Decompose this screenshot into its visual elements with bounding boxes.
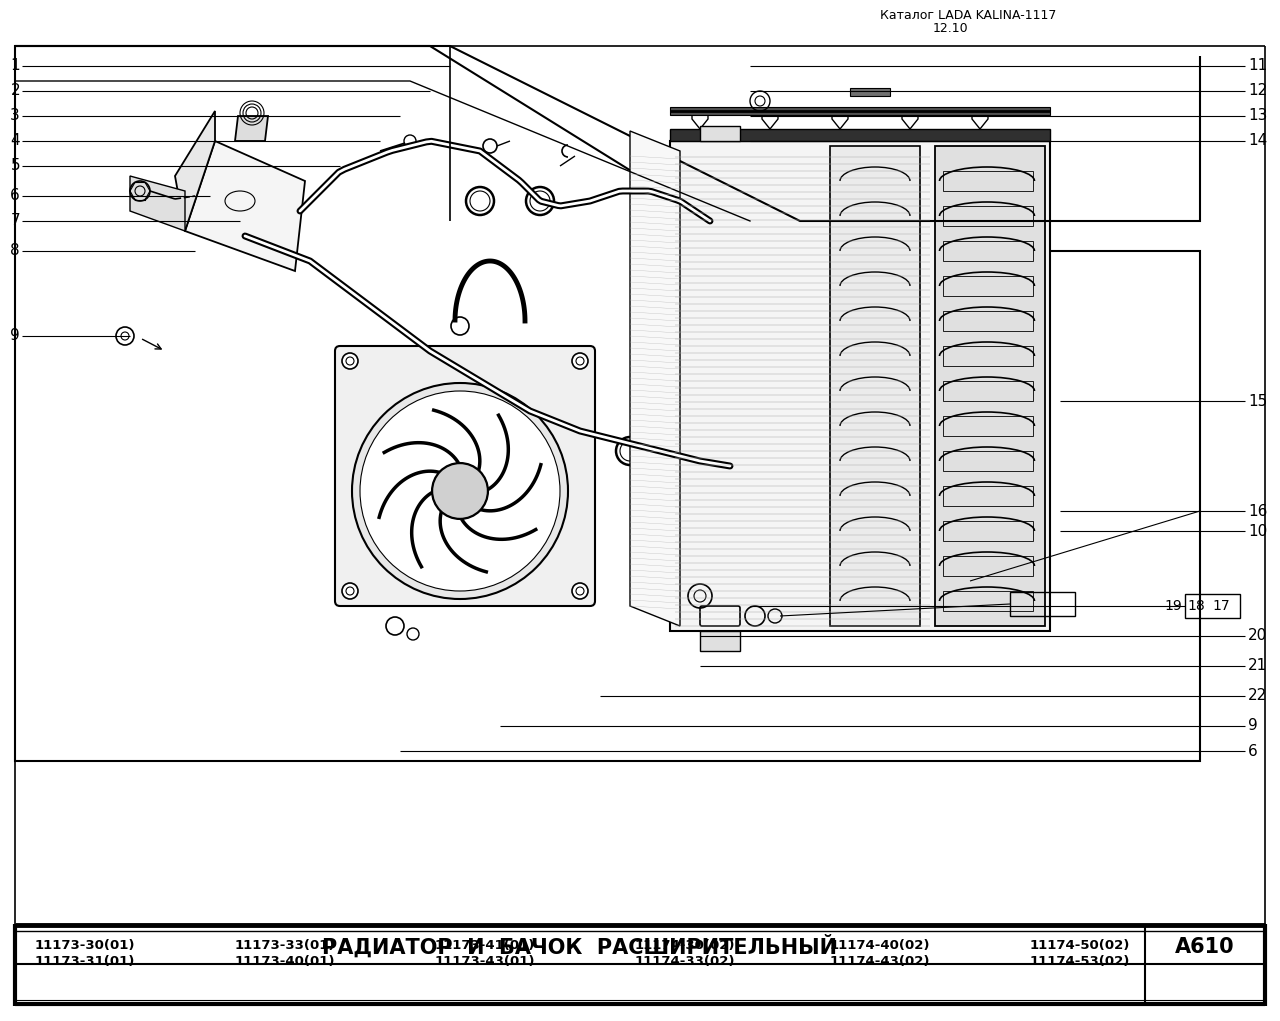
Circle shape <box>452 483 468 499</box>
Text: 11174-53(02): 11174-53(02) <box>1030 955 1130 968</box>
Text: 1: 1 <box>10 58 20 74</box>
Bar <box>943 311 1033 331</box>
FancyBboxPatch shape <box>335 346 595 606</box>
Polygon shape <box>700 126 740 141</box>
Text: 11174-33(02): 11174-33(02) <box>635 955 736 968</box>
Bar <box>943 591 1033 611</box>
Text: 11173-31(01): 11173-31(01) <box>35 955 136 968</box>
Text: 10: 10 <box>1248 524 1267 538</box>
Bar <box>829 146 920 626</box>
Text: 8: 8 <box>10 243 20 258</box>
Text: 6: 6 <box>10 189 20 203</box>
Bar <box>1010 592 1075 616</box>
Bar <box>943 241 1033 261</box>
Circle shape <box>572 353 588 369</box>
Ellipse shape <box>433 464 488 519</box>
Bar <box>669 141 1050 631</box>
Text: 11173-41(01): 11173-41(01) <box>435 939 535 952</box>
Circle shape <box>352 383 568 599</box>
Polygon shape <box>630 131 680 626</box>
Text: 9: 9 <box>1248 719 1258 733</box>
Text: РАДИАТОР  И  БАЧОК  РАСШИРИТЕЛЬНЫЙ: РАДИАТОР И БАЧОК РАСШИРИТЕЛЬНЫЙ <box>323 935 837 958</box>
Text: 19: 19 <box>1165 599 1181 613</box>
Bar <box>943 556 1033 576</box>
Bar <box>943 276 1033 296</box>
Bar <box>943 416 1033 436</box>
Bar <box>943 521 1033 541</box>
Text: А610: А610 <box>1175 936 1235 957</box>
Bar <box>943 206 1033 226</box>
Polygon shape <box>131 176 186 231</box>
Polygon shape <box>15 46 1201 761</box>
Circle shape <box>433 463 488 519</box>
Bar <box>943 451 1033 471</box>
Text: 11174-40(02): 11174-40(02) <box>829 939 931 952</box>
Text: 16: 16 <box>1248 503 1267 519</box>
Text: 5: 5 <box>10 158 20 174</box>
Text: 12: 12 <box>1248 84 1267 98</box>
Text: 11173-33(01): 11173-33(01) <box>236 939 335 952</box>
Polygon shape <box>175 111 215 231</box>
Text: 13: 13 <box>1248 108 1267 124</box>
Text: 11173-43(01): 11173-43(01) <box>435 955 535 968</box>
Text: Каталог LADA KALINA-1117: Каталог LADA KALINA-1117 <box>881 9 1056 22</box>
Text: 11174-43(02): 11174-43(02) <box>829 955 931 968</box>
Bar <box>934 146 1044 626</box>
Polygon shape <box>236 116 268 141</box>
Text: 11174-30(02): 11174-30(02) <box>635 939 736 952</box>
Bar <box>943 346 1033 366</box>
Text: 12.10: 12.10 <box>932 22 968 36</box>
Text: 3: 3 <box>10 108 20 124</box>
Text: 15: 15 <box>1248 393 1267 408</box>
Bar <box>669 107 1050 115</box>
Text: 18: 18 <box>1188 599 1204 613</box>
Bar <box>669 129 1050 141</box>
Text: 17: 17 <box>1212 599 1230 613</box>
Text: 11: 11 <box>1248 58 1267 74</box>
Text: 11173-40(01): 11173-40(01) <box>236 955 335 968</box>
Circle shape <box>342 583 358 599</box>
Text: 21: 21 <box>1248 659 1267 674</box>
Text: 11173-30(01): 11173-30(01) <box>35 939 136 952</box>
Bar <box>1185 594 1240 618</box>
Bar <box>850 88 890 96</box>
Bar <box>943 171 1033 191</box>
Text: 4: 4 <box>10 134 20 148</box>
Bar <box>943 381 1033 401</box>
Text: 6: 6 <box>1248 743 1258 759</box>
Text: 20: 20 <box>1248 629 1267 643</box>
Polygon shape <box>186 141 305 271</box>
Bar <box>943 486 1033 506</box>
Text: 11174-50(02): 11174-50(02) <box>1030 939 1130 952</box>
Text: 2: 2 <box>10 84 20 98</box>
Text: 9: 9 <box>10 329 20 343</box>
Circle shape <box>442 473 477 509</box>
Text: 14: 14 <box>1248 134 1267 148</box>
Text: 7: 7 <box>10 213 20 229</box>
Circle shape <box>360 391 561 591</box>
Circle shape <box>342 353 358 369</box>
Polygon shape <box>700 631 740 651</box>
Text: 22: 22 <box>1248 688 1267 703</box>
Circle shape <box>572 583 588 599</box>
